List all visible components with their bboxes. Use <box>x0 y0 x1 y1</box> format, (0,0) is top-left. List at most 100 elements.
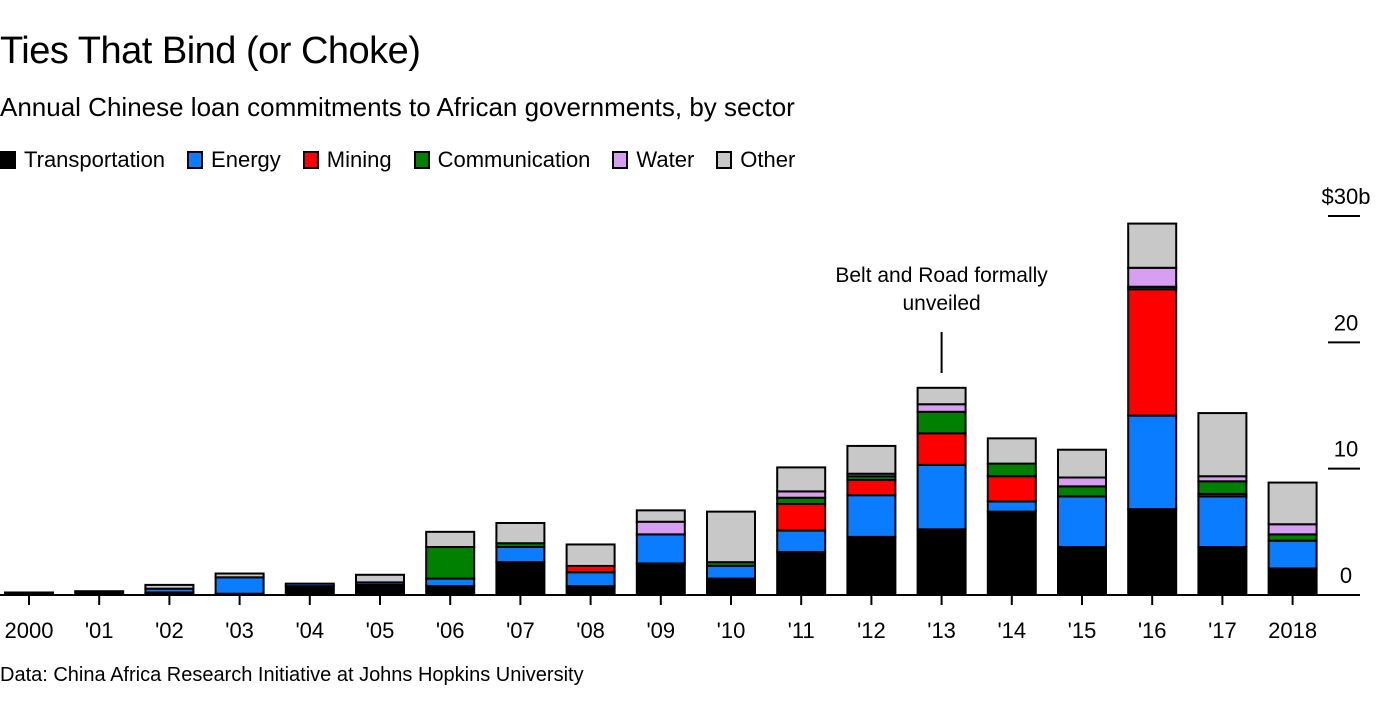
bar-segment-mining <box>916 432 967 466</box>
bar-segment-communication <box>425 545 476 580</box>
bar-stack--14 <box>986 437 1037 596</box>
bar-segment-energy <box>635 533 686 565</box>
bar-segment-transportation <box>495 561 546 596</box>
bar-segment-other <box>495 521 546 545</box>
legend-swatch <box>612 151 629 169</box>
legend-item-communication: Communication <box>413 147 591 173</box>
bar-stack--09 <box>635 509 686 597</box>
bar-segment-water <box>916 403 967 413</box>
bar-segment-other <box>1057 448 1107 479</box>
bar-segment-energy <box>776 529 827 554</box>
bar-segment-other <box>1127 222 1178 269</box>
bar-segment-other <box>144 583 195 590</box>
bar-segment-transportation <box>565 585 616 597</box>
y-tick-label: $30b <box>1322 184 1371 209</box>
bar-stack--15 <box>1057 448 1107 597</box>
legend-swatch <box>0 151 16 169</box>
y-axis: 0 10 20 $30b <box>1322 184 1371 588</box>
x-tick-label: '07 <box>506 618 535 643</box>
chart-title: Ties That Bind (or Choke) <box>0 30 421 72</box>
legend-item-other: Other <box>716 147 795 173</box>
x-tick-label: '10 <box>717 618 746 643</box>
bar-segment-water <box>1267 523 1318 536</box>
bar-segment-energy <box>565 571 616 588</box>
legend-label: Mining <box>326 147 392 172</box>
bar-stack--04 <box>284 582 335 597</box>
bar-segment-other <box>1267 481 1318 526</box>
bar-segment-energy <box>214 576 265 595</box>
bar-segment-other <box>355 573 405 584</box>
bar-segment-other <box>846 444 897 475</box>
bar-segment-energy <box>706 564 756 580</box>
legend-label: Communication <box>437 147 591 172</box>
x-tick-label: '01 <box>85 618 114 643</box>
x-tick-label: '06 <box>436 618 465 643</box>
legend-item-water: Water <box>612 147 694 173</box>
x-axis: 2000 '01 '02 '03 '04 '05 '06 '07 '08 '09 '10 '11 '12… <box>5 595 1317 643</box>
annotation-text: unveiled <box>902 292 980 315</box>
bar-stack-2018 <box>1267 481 1318 596</box>
bar-segment-energy <box>986 500 1037 513</box>
bar-segment-communication <box>986 462 1037 478</box>
bar-segment-transportation <box>776 551 827 597</box>
bar-stack--06 <box>425 530 476 597</box>
bar-segment-water <box>635 520 686 536</box>
bar-segment-transportation <box>1057 545 1107 597</box>
bar-stack--17 <box>1197 412 1248 597</box>
x-tick-label: '15 <box>1068 618 1097 643</box>
x-tick-label: '13 <box>927 618 956 643</box>
bar-segment-other <box>706 510 756 564</box>
bar-segment-transportation <box>1127 508 1178 596</box>
bar-segment-mining <box>1127 288 1178 417</box>
x-tick-label: '16 <box>1138 618 1167 643</box>
bar-segment-mining <box>846 479 897 497</box>
x-tick-label: 2018 <box>1268 618 1317 643</box>
bar-segment-energy <box>846 494 897 538</box>
y-tick-label: 10 <box>1334 437 1358 462</box>
legend-item-mining: Mining <box>302 147 392 173</box>
legend-swatch <box>187 151 204 169</box>
annotations-group: Belt and Road formally unveiled <box>835 264 1048 373</box>
bar-segment-other <box>214 572 265 579</box>
bar-segment-transportation <box>355 583 405 596</box>
bar-stack--08 <box>565 543 616 597</box>
legend: Transportation Energy Mining Communicati… <box>0 147 817 173</box>
bar-segment-mining <box>986 475 1037 503</box>
bar-segment-communication <box>916 410 967 435</box>
x-tick-label: '14 <box>997 618 1026 643</box>
annotation: Belt and Road formally unveiled <box>835 264 1048 373</box>
bar-stack--02 <box>144 583 195 596</box>
bar-segment-transportation <box>986 510 1037 596</box>
bar-stack--07 <box>495 521 546 596</box>
bar-segment-energy <box>284 582 335 588</box>
bar-segment-transportation <box>916 528 967 596</box>
source-note: Data: China Africa Research Initiative a… <box>0 664 584 686</box>
bar-segment-energy <box>1197 495 1248 548</box>
x-tick-label: '05 <box>366 618 395 643</box>
bar-segment-energy <box>495 545 546 564</box>
bar-stack--03 <box>214 572 265 597</box>
chart-subtitle: Annual Chinese loan commitments to Afric… <box>0 92 795 122</box>
legend-label: Energy <box>211 147 281 172</box>
bar-segment-energy <box>1127 414 1178 511</box>
x-tick-label: '12 <box>857 618 886 643</box>
x-tick-label: '04 <box>295 618 324 643</box>
bar-segment-transportation <box>706 577 756 596</box>
bar-segment-water <box>1127 266 1178 288</box>
bar-segment-other <box>635 509 686 523</box>
bar-stack--10 <box>706 510 756 596</box>
bar-segment-transportation <box>425 585 476 597</box>
bar-segment-energy <box>916 463 967 531</box>
bar-segment-transportation <box>1267 567 1318 596</box>
y-tick-label: 0 <box>1340 563 1352 588</box>
bar-segment-communication <box>1197 480 1248 495</box>
bar-stack--13 <box>916 386 967 596</box>
bar-segment-other <box>425 530 476 548</box>
legend-item-transportation: Transportation <box>0 147 165 173</box>
legend-item-energy: Energy <box>187 147 281 173</box>
bar-segment-transportation <box>635 562 686 597</box>
x-tick-label: '17 <box>1208 618 1237 643</box>
bar-stack--16 <box>1127 222 1178 596</box>
bar-stack--12 <box>846 444 897 596</box>
bar-segment-transportation <box>1197 545 1248 597</box>
